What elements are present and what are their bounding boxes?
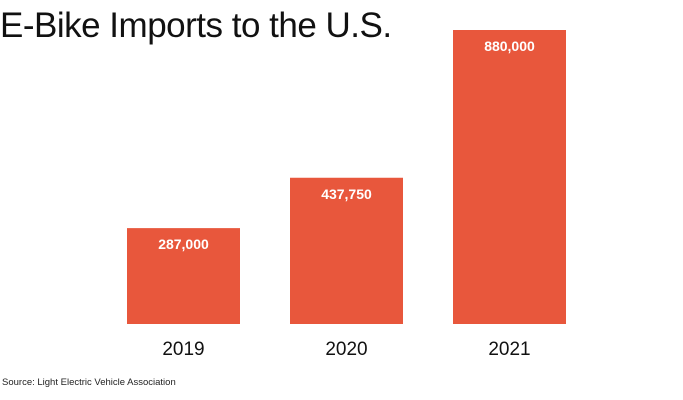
data-label-2021: 880,000 [484, 38, 535, 54]
bar-2020 [290, 177, 403, 324]
x-tick-label-2021: 2021 [488, 339, 530, 360]
chart-title: E-Bike Imports to the U.S. [0, 6, 392, 45]
source-note: Source: Light Electric Vehicle Associati… [2, 377, 176, 388]
x-tick-label-2020: 2020 [325, 339, 367, 360]
data-label-2020: 437,750 [321, 186, 372, 202]
x-tick-label-2019: 2019 [162, 339, 204, 360]
bar-2019 [127, 228, 240, 324]
data-label-2019: 287,000 [158, 236, 209, 252]
bar-2021 [453, 30, 566, 324]
